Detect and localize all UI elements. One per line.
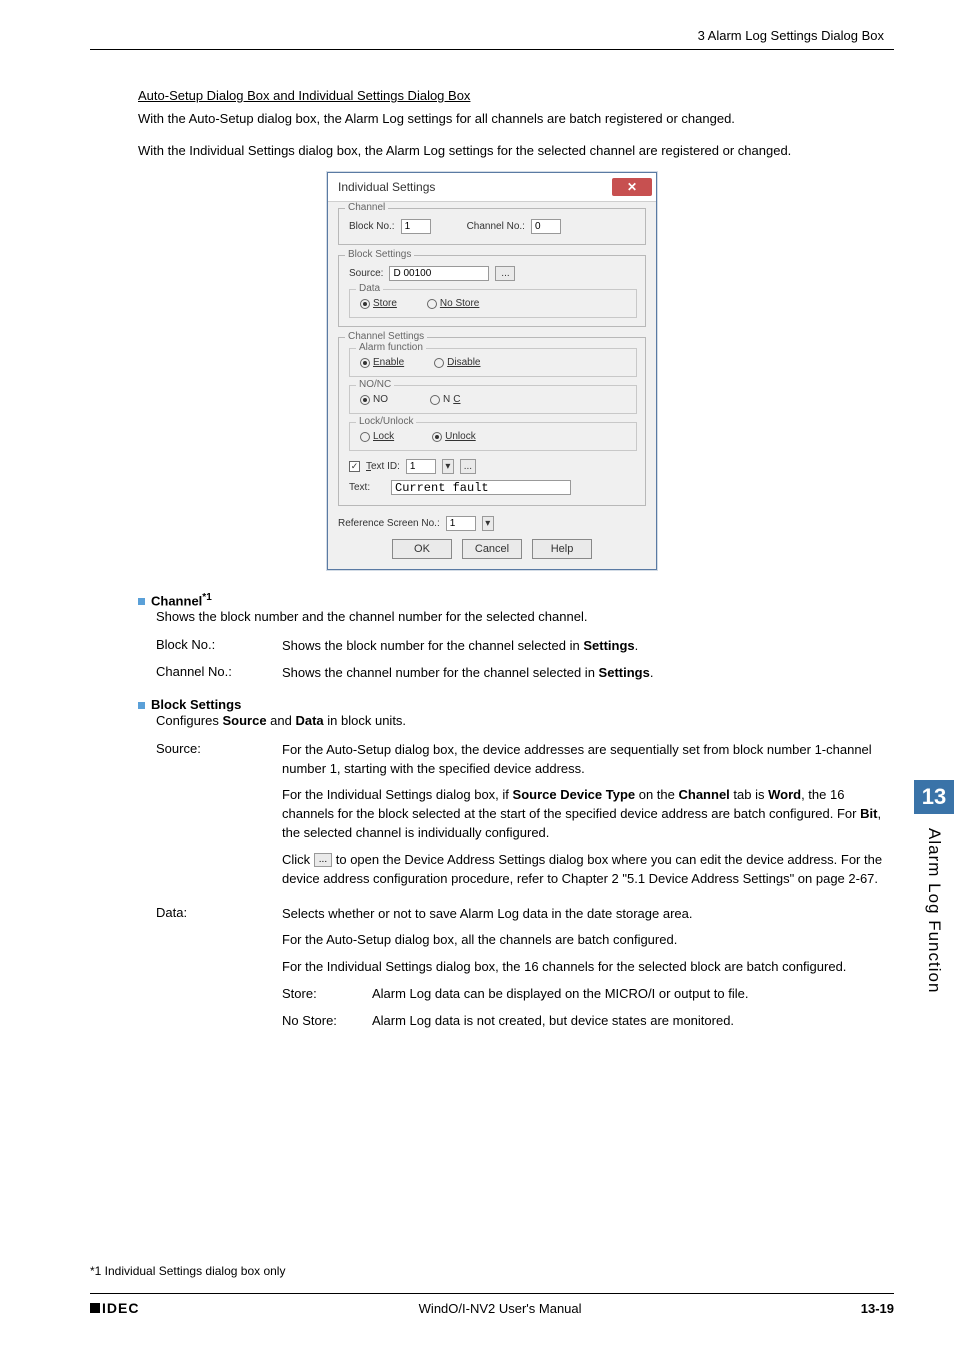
blocksettings-desc: Configures Source and Data in block unit…: [156, 712, 894, 731]
channel-settings-group: Channel Settings Alarm function Enable D…: [338, 337, 646, 506]
manual-title: WindO/I-NV2 User's Manual: [419, 1301, 582, 1316]
nonc-group: NO/NC NNOO NC: [349, 385, 637, 414]
data-group: Data Store No Store: [349, 289, 637, 318]
refscreen-label: Reference Screen No.:: [338, 518, 440, 529]
page-footer: IDEC WindO/I-NV2 User's Manual 13-19: [90, 1293, 894, 1316]
text-label: Text:: [349, 482, 385, 493]
alarm-function-legend: Alarm function: [356, 342, 426, 353]
enable-radio[interactable]: Enable: [360, 357, 404, 368]
textid-spinner[interactable]: ▾: [442, 459, 454, 474]
section-title: Auto-Setup Dialog Box and Individual Set…: [138, 88, 894, 103]
store-radio[interactable]: Store: [360, 298, 397, 309]
data-legend: Data: [356, 283, 383, 294]
source-browse-button[interactable]: ...: [495, 266, 515, 281]
lock-radio[interactable]: Lock: [360, 431, 394, 442]
chapter-header: 3 Alarm Log Settings Dialog Box: [90, 28, 894, 43]
header-rule: [90, 49, 894, 50]
refscreen-spinner[interactable]: ▾: [482, 516, 494, 531]
block-no-input[interactable]: [401, 219, 431, 234]
page-number: 13-19: [861, 1301, 894, 1316]
intro-line-2: With the Individual Settings dialog box,…: [138, 141, 894, 161]
dialog-title: Individual Settings: [338, 180, 435, 194]
channel-no-desc: Shows the channel number for the channel…: [282, 664, 894, 683]
block-no-label: Block No.:: [349, 221, 395, 232]
channel-heading: Channel*1: [151, 592, 212, 608]
disable-radio[interactable]: Disable: [434, 357, 480, 368]
alarm-function-group: Alarm function Enable Disable: [349, 348, 637, 377]
store-term: Store:: [282, 985, 372, 1004]
nostore-desc: Alarm Log data is not created, but devic…: [372, 1012, 734, 1031]
channel-no-term: Channel No.:: [156, 664, 282, 683]
chapter-tab: 13 Alarm Log Function: [914, 780, 954, 993]
ok-button[interactable]: OK: [392, 539, 452, 559]
textid-input[interactable]: [406, 459, 436, 474]
individual-settings-dialog: Individual Settings ✕ Channel Block No.:…: [327, 172, 657, 570]
bullet-icon: [138, 598, 145, 605]
source-desc: For the Auto-Setup dialog box, the devic…: [282, 741, 894, 897]
textid-browse-button[interactable]: ...: [460, 459, 476, 474]
nc-radio[interactable]: NC: [430, 394, 460, 405]
cancel-button[interactable]: Cancel: [462, 539, 522, 559]
chapter-label: Alarm Log Function: [924, 828, 944, 993]
help-button[interactable]: Help: [532, 539, 592, 559]
block-no-desc: Shows the block number for the channel s…: [282, 637, 894, 656]
textid-checkbox[interactable]: ✓: [349, 461, 360, 472]
source-input[interactable]: [389, 266, 489, 281]
channel-no-label: Channel No.:: [467, 221, 525, 232]
block-settings-group: Block Settings Source: ... Data Store No…: [338, 255, 646, 327]
channel-group: Channel Block No.: Channel No.:: [338, 208, 646, 245]
chapter-number: 13: [914, 780, 954, 814]
textid-label: Text ID:: [366, 461, 400, 472]
block-settings-legend: Block Settings: [345, 249, 414, 260]
idec-logo: IDEC: [90, 1300, 139, 1316]
no-radio[interactable]: NNOO: [360, 394, 388, 405]
nonc-legend: NO/NC: [356, 379, 394, 390]
lock-unlock-legend: Lock/Unlock: [356, 416, 416, 427]
bullet-icon: [138, 702, 145, 709]
footnote: *1 Individual Settings dialog box only: [90, 1264, 285, 1278]
channel-settings-legend: Channel Settings: [345, 331, 427, 342]
intro-line-1: With the Auto-Setup dialog box, the Alar…: [138, 109, 894, 129]
text-input[interactable]: [391, 480, 571, 495]
channel-no-input[interactable]: [531, 219, 561, 234]
channel-legend: Channel: [345, 202, 388, 213]
close-icon[interactable]: ✕: [612, 178, 652, 196]
nostore-term: No Store:: [282, 1012, 372, 1031]
store-desc: Alarm Log data can be displayed on the M…: [372, 985, 749, 1004]
inline-browse-icon: ...: [314, 853, 332, 867]
blocksettings-heading: Block Settings: [151, 697, 241, 712]
refscreen-input[interactable]: [446, 516, 476, 531]
source-term: Source:: [156, 741, 282, 897]
channel-desc: Shows the block number and the channel n…: [156, 608, 894, 627]
data-term: Data:: [156, 905, 282, 1031]
data-desc: Selects whether or not to save Alarm Log…: [282, 905, 894, 1031]
block-no-term: Block No.:: [156, 637, 282, 656]
source-label: Source:: [349, 268, 383, 279]
lock-unlock-group: Lock/Unlock Lock Unlock: [349, 422, 637, 451]
unlock-radio[interactable]: Unlock: [432, 431, 476, 442]
nostore-radio[interactable]: No Store: [427, 298, 479, 309]
logo-icon: [90, 1303, 100, 1313]
